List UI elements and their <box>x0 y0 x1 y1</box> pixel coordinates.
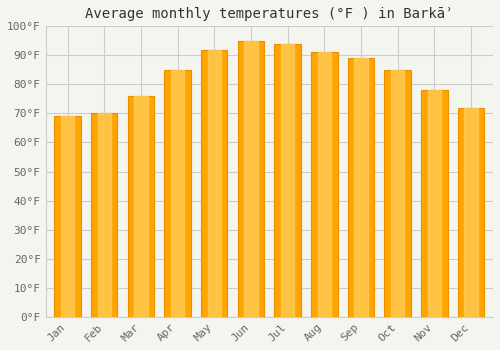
Bar <box>54 116 81 317</box>
Bar <box>348 58 374 317</box>
Bar <box>311 52 338 317</box>
Bar <box>201 49 228 317</box>
Bar <box>91 113 118 317</box>
Bar <box>98 113 111 317</box>
Bar <box>208 49 221 317</box>
Bar <box>354 58 368 317</box>
Bar <box>128 96 154 317</box>
Bar <box>464 108 477 317</box>
Bar <box>281 44 294 317</box>
Bar <box>61 116 74 317</box>
Bar <box>458 108 484 317</box>
Bar <box>164 70 191 317</box>
Bar <box>391 70 404 317</box>
Bar <box>238 41 264 317</box>
Bar <box>421 90 448 317</box>
Title: Average monthly temperatures (°F ) in Barkāʾ: Average monthly temperatures (°F ) in Ba… <box>85 7 454 21</box>
Bar <box>318 52 331 317</box>
Bar <box>134 96 147 317</box>
Bar <box>384 70 411 317</box>
Bar <box>244 41 258 317</box>
Bar <box>274 44 301 317</box>
Bar <box>428 90 441 317</box>
Bar <box>171 70 184 317</box>
